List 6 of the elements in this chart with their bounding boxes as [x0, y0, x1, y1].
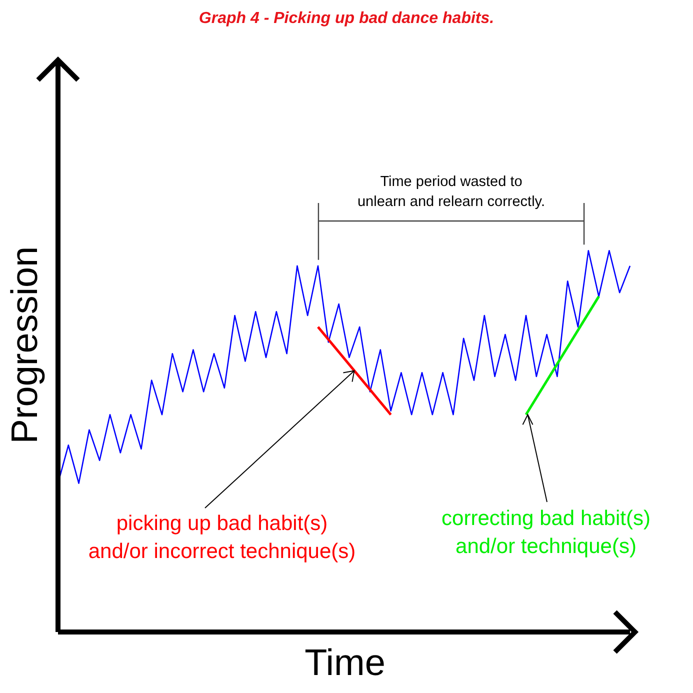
text: Time period wasted to unlearn and relearn correctly.	[357, 173, 546, 212]
annotation: picking up bad habit(s) and/or incorrect technique(s)	[88, 511, 356, 566]
annotation: correcting bad habit(s) and/or technique(s)	[442, 506, 650, 560]
y-axis-title: Progression	[4, 246, 46, 444]
chart-title: Graph 4 - Picking up bad dance habits.	[198, 9, 494, 29]
x-axis-title: Time	[304, 641, 386, 685]
